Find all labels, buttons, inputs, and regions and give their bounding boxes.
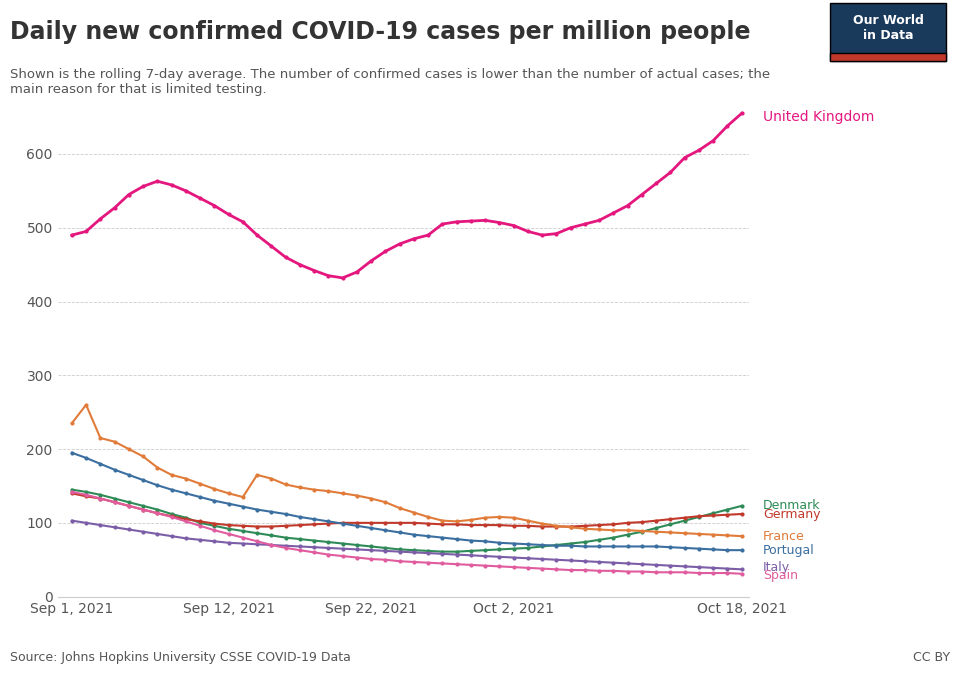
Text: Germany: Germany xyxy=(763,508,821,521)
Text: Denmark: Denmark xyxy=(763,500,821,513)
Text: Daily new confirmed COVID-19 cases per million people: Daily new confirmed COVID-19 cases per m… xyxy=(10,20,750,44)
Text: Portugal: Portugal xyxy=(763,544,815,557)
Text: Shown is the rolling 7-day average. The number of confirmed cases is lower than : Shown is the rolling 7-day average. The … xyxy=(10,68,770,96)
Text: Our World
in Data: Our World in Data xyxy=(852,14,924,42)
Text: Spain: Spain xyxy=(763,569,798,582)
Text: United Kingdom: United Kingdom xyxy=(763,110,875,124)
Text: Italy: Italy xyxy=(763,561,790,574)
Text: Source: Johns Hopkins University CSSE COVID-19 Data: Source: Johns Hopkins University CSSE CO… xyxy=(10,652,350,664)
Text: France: France xyxy=(763,530,804,542)
Text: CC BY: CC BY xyxy=(913,652,950,664)
